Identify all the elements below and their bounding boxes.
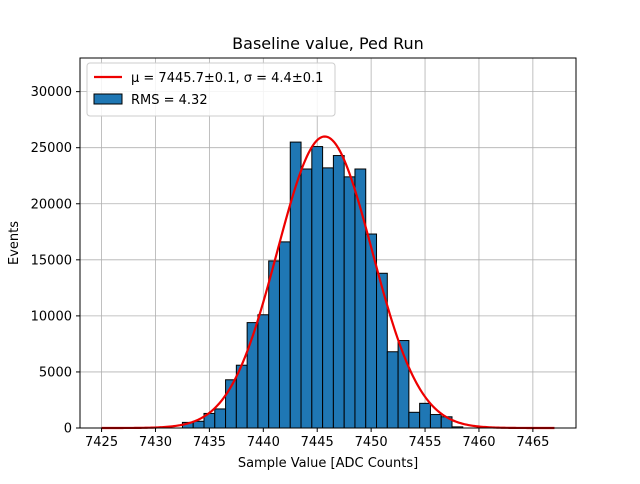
y-tick-label: 25000 xyxy=(31,141,72,156)
x-tick-label: 7455 xyxy=(408,435,441,450)
x-tick-label: 7465 xyxy=(516,435,549,450)
y-tick-label: 20000 xyxy=(31,197,72,212)
histogram-bar xyxy=(311,146,324,429)
x-tick-label: 7435 xyxy=(193,435,226,450)
histogram-bar xyxy=(214,408,227,429)
y-axis-label: Events xyxy=(7,221,22,265)
histogram-bar xyxy=(343,176,356,429)
histogram-bar xyxy=(322,167,334,429)
chart-title: Baseline value, Ped Run xyxy=(232,34,424,53)
histogram-bar xyxy=(257,314,270,429)
y-tick-label: 5000 xyxy=(39,365,72,380)
y-tick-label: 10000 xyxy=(31,309,72,324)
x-tick-label: 7440 xyxy=(247,435,280,450)
histogram-bar xyxy=(332,155,345,429)
histogram-bar xyxy=(419,402,431,429)
x-axis-label: Sample Value [ADC Counts] xyxy=(238,456,418,471)
legend-hist-label: RMS = 4.32 xyxy=(131,93,208,108)
histogram-bar xyxy=(386,351,399,429)
y-tick-label: 30000 xyxy=(31,85,72,100)
y-axis-ticks: 0 5000 10000 15000 20000 25000 30000 xyxy=(31,85,80,437)
x-axis-ticks: 7425 7430 7435 7440 7445 7450 7455 7460 7465 xyxy=(85,428,549,450)
legend-box xyxy=(86,62,336,117)
x-tick-label: 7450 xyxy=(355,435,388,450)
y-tick-label: 0 xyxy=(64,422,72,437)
fit-curve-layer xyxy=(101,135,555,430)
histogram-bar xyxy=(278,241,291,429)
legend-hist-swatch xyxy=(93,93,123,105)
x-tick-label: 7430 xyxy=(139,435,172,450)
plot-frame xyxy=(79,57,577,429)
legend: μ = 7445.7±0.1, σ = 4.4±0.1 RMS = 4.32 xyxy=(86,62,336,117)
histogram-bar xyxy=(268,260,280,429)
y-tick-label: 15000 xyxy=(31,253,72,268)
histogram-bar xyxy=(429,414,442,429)
x-tick-label: 7425 xyxy=(85,435,118,450)
histogram-bar xyxy=(408,411,421,429)
histogram-bars xyxy=(181,141,464,429)
x-tick-label: 7445 xyxy=(301,435,334,450)
gaussian-fit-curve xyxy=(101,135,555,430)
histogram-bar xyxy=(300,168,313,429)
x-tick-label: 7460 xyxy=(462,435,495,450)
legend-fit-label: μ = 7445.7±0.1, σ = 4.4±0.1 xyxy=(131,71,323,86)
